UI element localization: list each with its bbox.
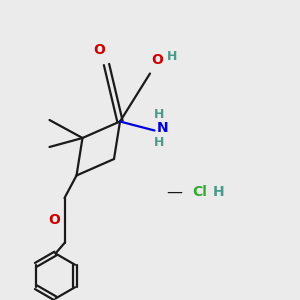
Text: H: H bbox=[213, 185, 225, 199]
Text: O: O bbox=[152, 53, 164, 67]
Text: H: H bbox=[154, 107, 164, 121]
Text: Cl: Cl bbox=[192, 185, 207, 199]
Text: H: H bbox=[167, 50, 177, 64]
Text: —: — bbox=[166, 184, 182, 200]
Text: O: O bbox=[48, 214, 60, 227]
Text: O: O bbox=[93, 43, 105, 57]
Text: N: N bbox=[157, 121, 169, 134]
Text: H: H bbox=[154, 136, 164, 149]
